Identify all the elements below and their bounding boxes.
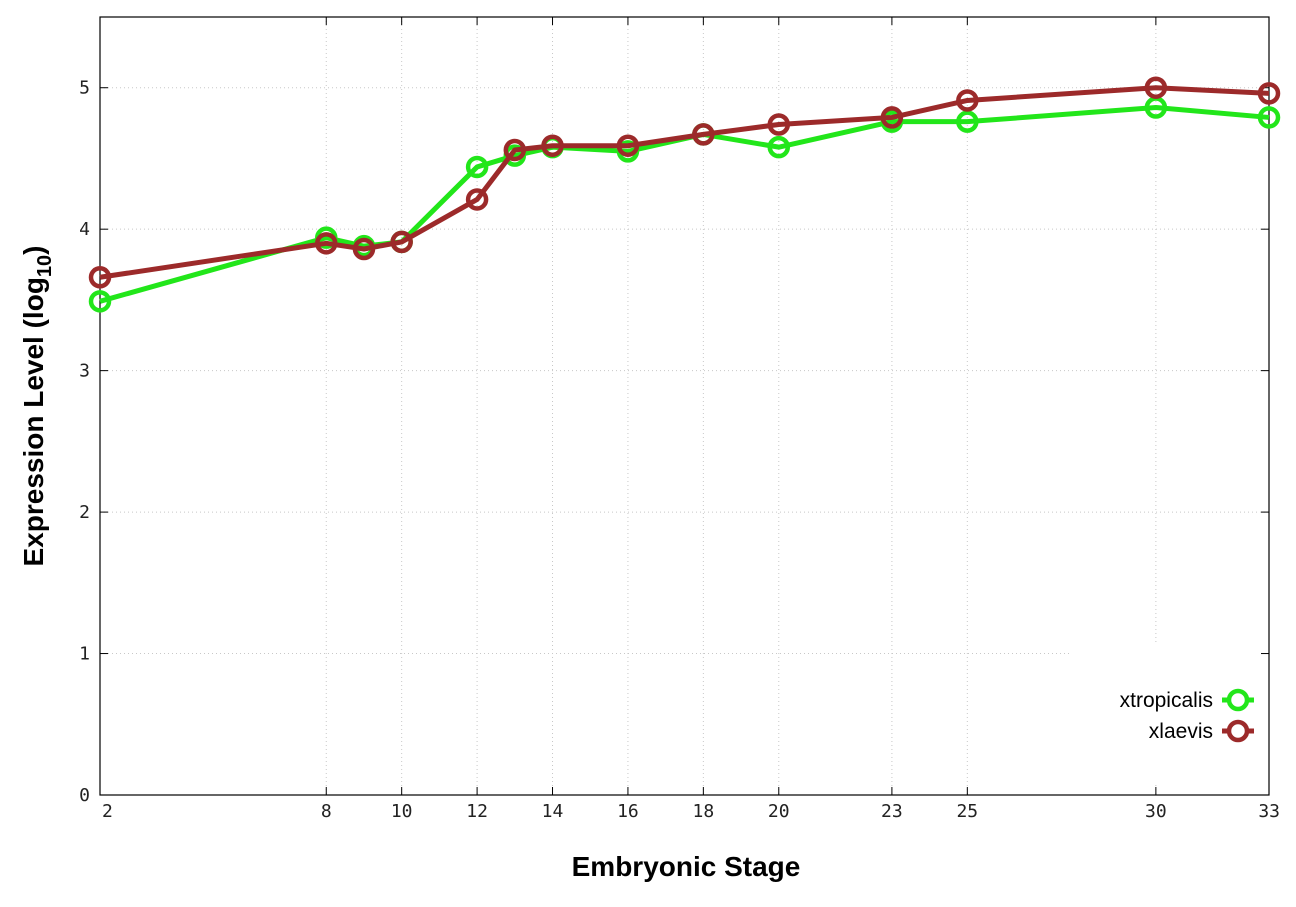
y-tick-label: 0: [79, 785, 90, 806]
y-axis-title-close: ): [18, 246, 49, 255]
data-point-xtropicalis: [767, 135, 791, 159]
legend-background: [1070, 645, 1265, 785]
x-tick-label: 10: [391, 801, 413, 822]
y-tick-label: 3: [79, 361, 90, 382]
x-axis-title: Embryonic Stage: [572, 851, 801, 882]
legend-label-xtropicalis: xtropicalis: [1120, 689, 1213, 712]
x-tick-label: 18: [693, 801, 715, 822]
data-point-xlaevis: [352, 237, 376, 261]
legend-marker-xlaevis: [1226, 719, 1250, 743]
data-point-xtropicalis: [1257, 106, 1281, 129]
data-point-xlaevis: [880, 106, 904, 129]
legend: xtropicalis xlaevis: [1120, 688, 1254, 743]
data-point-xlaevis: [1257, 82, 1281, 105]
data-point-xlaevis: [692, 123, 715, 146]
data-point-xtropicalis: [956, 110, 979, 133]
plot-frame: [99, 16, 1270, 796]
y-tick-label: 2: [79, 502, 90, 523]
series: [88, 76, 1281, 313]
y-tick-label: 1: [79, 644, 90, 665]
data-point-xlaevis: [503, 138, 527, 162]
y-axis-title: Expression Level (log10): [18, 246, 56, 567]
y-tick-label: 4: [79, 219, 90, 240]
x-tick-label: 2: [102, 801, 113, 822]
data-point-xlaevis: [390, 230, 413, 254]
grid: [100, 17, 1269, 795]
legend-label-xlaevis: xlaevis: [1149, 720, 1213, 743]
y-axis-title-subscript: 10: [34, 255, 56, 277]
x-tick-label: 25: [956, 801, 978, 822]
data-point-xlaevis: [767, 113, 791, 136]
data-point-xlaevis: [956, 89, 979, 112]
legend-marker-xtropicalis: [1226, 688, 1250, 712]
data-point-xlaevis: [1144, 76, 1168, 99]
y-axis-title-main: Expression Level (log: [18, 277, 49, 566]
data-point-xlaevis: [616, 134, 640, 157]
data-point-xtropicalis: [465, 155, 489, 179]
x-tick-label: 23: [881, 801, 903, 822]
x-tick-label: 30: [1145, 801, 1167, 822]
x-tick-label: 14: [542, 801, 564, 822]
data-point-xtropicalis: [88, 290, 112, 313]
x-tick-label: 16: [617, 801, 639, 822]
data-point-xlaevis: [315, 232, 338, 255]
data-point-xlaevis: [88, 266, 112, 289]
data-point-xlaevis: [541, 134, 564, 157]
x-tick-label: 33: [1258, 801, 1280, 822]
x-tick-label: 12: [466, 801, 488, 822]
x-tick-label: 8: [321, 801, 332, 822]
series-line-xlaevis: [99, 85, 1270, 280]
x-tick-label: 20: [768, 801, 790, 822]
y-tick-label: 5: [79, 78, 90, 99]
data-point-xlaevis: [465, 188, 489, 211]
